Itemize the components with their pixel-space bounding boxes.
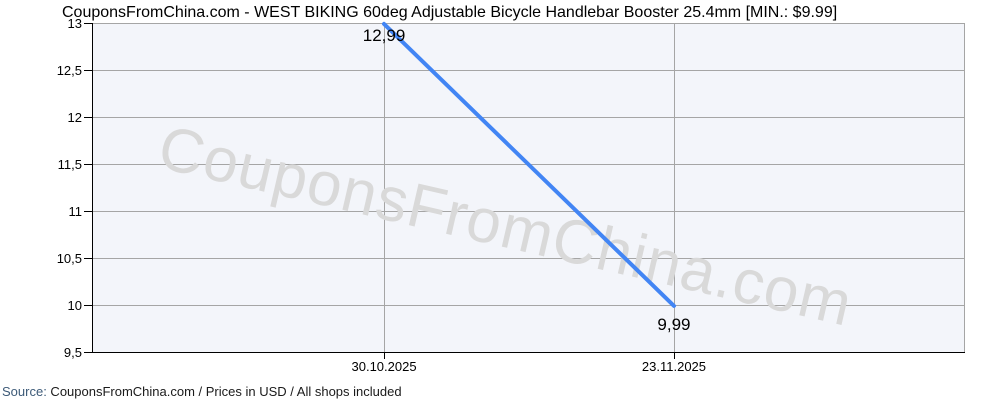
x-tick-label: 30.10.2025 <box>351 359 417 374</box>
point-value-label: 9,99 <box>657 314 691 334</box>
x-tick-label: 23.11.2025 <box>641 359 707 374</box>
y-tick-label: 10,5 <box>56 251 82 266</box>
price-line <box>382 21 676 308</box>
source-line: Source: CouponsFromChina.com / Prices in… <box>2 384 402 399</box>
source-text: CouponsFromChina.com / Prices in USD / A… <box>46 384 402 399</box>
point-value-label: 12,99 <box>362 25 406 45</box>
x-gridline <box>673 24 675 352</box>
y-tick-label: 13 <box>67 16 82 31</box>
y-tick-mark <box>84 305 92 306</box>
price-line-svg <box>382 21 676 308</box>
plot-area[interactable] <box>93 24 964 352</box>
y-gridline <box>93 305 964 306</box>
y-tick-mark <box>84 70 92 71</box>
plot-border-top <box>92 23 965 24</box>
x-axis-line <box>92 352 965 353</box>
y-tick-label: 11,5 <box>57 157 82 172</box>
y-tick-label: 12,5 <box>56 63 82 78</box>
y-tick-mark <box>84 23 92 24</box>
chart-title: CouponsFromChina.com - WEST BIKING 60deg… <box>62 4 838 21</box>
y-tick-label: 10 <box>67 298 82 313</box>
y-tick-mark <box>84 258 92 259</box>
x-tick-mark <box>673 353 675 359</box>
x-tick-mark <box>384 353 386 359</box>
plot-border-right <box>964 23 965 353</box>
y-tick-mark <box>84 164 92 165</box>
y-tick-mark <box>84 117 92 118</box>
y-gridline <box>93 117 964 118</box>
y-tick-mark <box>84 352 92 353</box>
y-axis-line <box>92 23 93 353</box>
y-tick-label: 9,5 <box>63 345 82 360</box>
x-gridline <box>384 24 386 352</box>
y-gridline <box>93 70 964 71</box>
source-label: Source: <box>2 384 47 399</box>
y-gridline <box>93 258 964 259</box>
y-tick-label: 11 <box>68 204 83 219</box>
y-tick-label: 12 <box>67 110 82 125</box>
y-tick-mark <box>84 211 92 212</box>
y-gridline <box>93 211 964 212</box>
